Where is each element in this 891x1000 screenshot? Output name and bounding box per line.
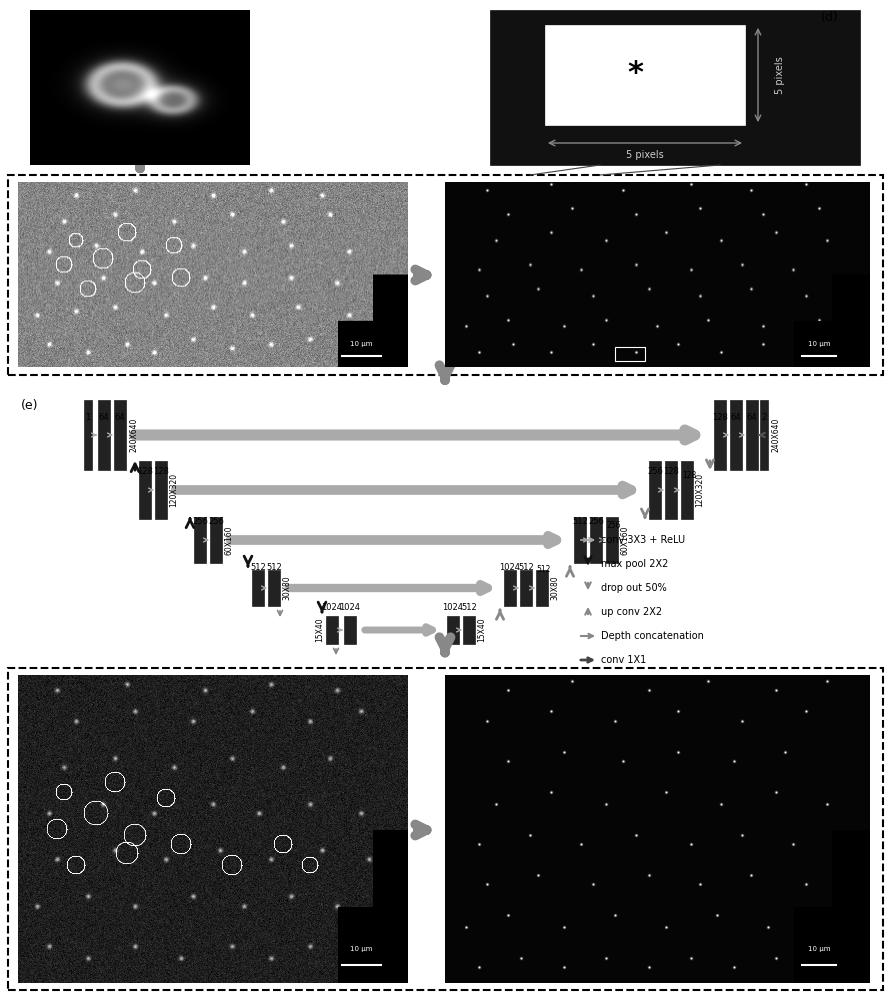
Text: max pool 2X2: max pool 2X2 [601,559,668,569]
Bar [545,25,745,125]
Text: *: * [627,58,643,88]
Bar [520,570,532,606]
Text: (f): (f) [29,684,43,696]
Text: 60X160: 60X160 [620,525,630,555]
Text: 10 μm: 10 μm [808,946,830,952]
Bar [252,570,264,606]
Text: (c): (c) [842,190,858,204]
Text: (a): (a) [39,11,57,24]
Text: up conv 2X2: up conv 2X2 [601,607,662,617]
Text: 10 μm: 10 μm [808,341,830,347]
Text: 64: 64 [747,412,757,422]
Text: 256: 256 [208,518,224,526]
Bar [194,517,206,563]
Text: 512: 512 [250,562,266,572]
Bar [8,668,883,990]
Text: 2: 2 [762,412,766,422]
Bar [615,347,645,361]
Bar [760,400,768,470]
Text: 1: 1 [86,412,91,422]
Text: 1024: 1024 [443,603,463,612]
Bar [606,517,618,563]
Text: conv 1X1: conv 1X1 [601,655,646,665]
Bar [210,517,222,563]
Bar [665,461,677,519]
Text: 120X320: 120X320 [169,473,178,507]
Text: 512: 512 [519,562,534,572]
Bar [8,175,883,375]
Bar [463,616,475,644]
Text: 512: 512 [462,603,477,612]
Text: (g): (g) [841,684,859,696]
Text: 128: 128 [682,471,696,480]
Text: 1024: 1024 [500,562,520,572]
Text: 128: 128 [663,468,679,477]
Bar [98,400,110,470]
Text: 256: 256 [192,518,208,526]
Bar [139,461,151,519]
Text: 256: 256 [607,520,621,530]
Bar [268,570,280,606]
Text: 5 pixels: 5 pixels [626,150,664,160]
Text: (e): (e) [21,398,38,412]
Text: 10 μm: 10 μm [350,341,372,347]
Text: 240X640: 240X640 [129,418,138,452]
Text: Depth concatenation: Depth concatenation [601,631,704,641]
Text: (d): (d) [822,11,838,24]
Text: 1024: 1024 [339,603,361,612]
Text: 256: 256 [588,518,604,526]
Bar [649,461,661,519]
Text: 5 pixels: 5 pixels [775,56,785,94]
Bar [84,400,92,470]
Bar [714,400,726,470]
Text: 512: 512 [572,518,588,526]
Text: (b): (b) [28,190,45,204]
Bar [114,400,126,470]
Text: 256: 256 [647,468,663,477]
Bar [326,616,338,644]
Bar [730,400,742,470]
Text: 60X160: 60X160 [225,525,233,555]
Text: 30X80: 30X80 [551,576,560,600]
Text: drop out 50%: drop out 50% [601,583,666,593]
Bar [574,517,586,563]
Bar [746,400,758,470]
Text: 64: 64 [731,412,741,422]
Bar [536,570,548,606]
Text: 15X40: 15X40 [315,618,324,642]
Text: 512: 512 [266,562,282,572]
Text: 512: 512 [536,566,552,574]
Bar [504,570,516,606]
Text: 128: 128 [153,468,169,477]
Text: 240X640: 240X640 [772,418,781,452]
Text: 64: 64 [99,412,110,422]
Bar [155,461,167,519]
Text: 15X40: 15X40 [478,618,486,642]
Bar [344,616,356,644]
Text: 1024: 1024 [322,603,342,612]
Text: 128: 128 [712,412,728,422]
Text: 64: 64 [115,412,126,422]
Bar [590,517,602,563]
Text: 128: 128 [137,468,153,477]
Bar [447,616,459,644]
Text: 30X80: 30X80 [282,576,291,600]
Bar [681,461,693,519]
Bar [490,10,860,165]
Text: conv 3X3 + ReLU: conv 3X3 + ReLU [601,535,685,545]
Text: 120X320: 120X320 [696,473,705,507]
Text: 10 μm: 10 μm [350,946,372,952]
